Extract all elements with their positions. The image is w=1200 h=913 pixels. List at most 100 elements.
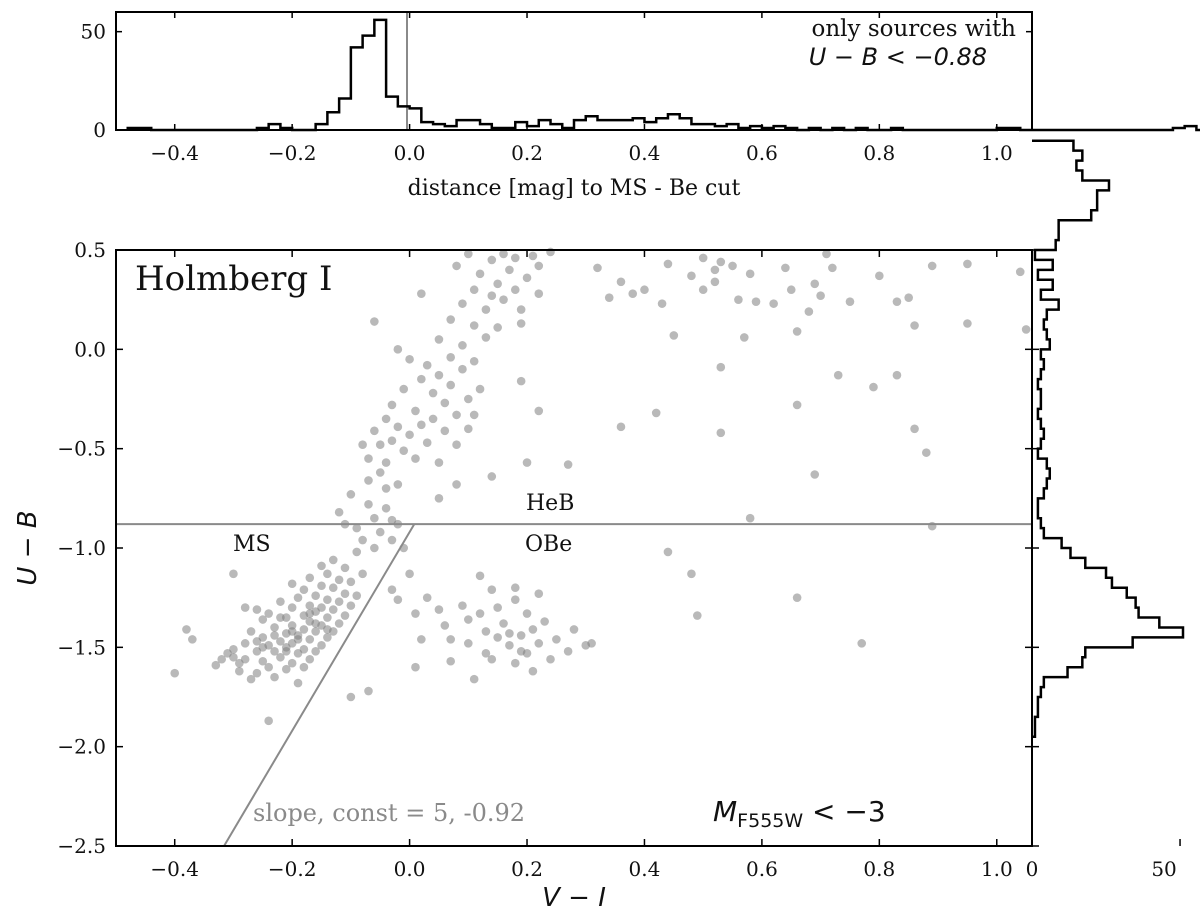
scatter-point bbox=[452, 410, 461, 420]
scatter-point bbox=[411, 406, 420, 416]
chart-title: Holmberg I bbox=[135, 259, 332, 299]
scatter-point bbox=[493, 279, 502, 289]
scatter-point bbox=[510, 583, 520, 593]
scatter-point bbox=[422, 360, 432, 370]
scatter-point bbox=[469, 410, 479, 420]
top-x-tick-label: 0.0 bbox=[394, 141, 426, 165]
scatter-point bbox=[963, 259, 972, 269]
scatter-point bbox=[792, 327, 802, 336]
scatter-point bbox=[323, 633, 332, 642]
scatter-point bbox=[927, 261, 937, 271]
scatter-point bbox=[364, 499, 373, 509]
scatter-point bbox=[475, 571, 485, 581]
top-y-tick-label: 50 bbox=[81, 20, 106, 44]
scatter-point bbox=[393, 480, 403, 489]
scatter-point bbox=[323, 569, 332, 579]
scatter-point bbox=[240, 639, 250, 648]
right-histogram-panel: 0 50 bbox=[1026, 139, 1185, 881]
scatter-point bbox=[364, 454, 373, 463]
scatter-point bbox=[370, 426, 379, 436]
top-x-tick-label: 0.8 bbox=[863, 141, 895, 165]
scatter-point bbox=[487, 585, 497, 595]
scatter-point bbox=[546, 247, 555, 257]
scatter-point bbox=[816, 291, 825, 300]
scatter-point bbox=[328, 583, 338, 593]
scatter-point bbox=[305, 601, 315, 610]
scatter-point bbox=[364, 476, 373, 485]
scatter-point bbox=[293, 593, 303, 602]
scatter-point bbox=[464, 424, 473, 434]
scatter-point bbox=[716, 257, 726, 267]
scatter-point bbox=[481, 627, 491, 636]
scatter-point bbox=[516, 631, 526, 640]
scatter-point bbox=[358, 535, 367, 545]
scatter-point bbox=[522, 648, 532, 658]
scatter-point bbox=[305, 609, 315, 618]
scatter-point bbox=[464, 394, 473, 404]
scatter-point bbox=[904, 293, 913, 302]
scatter-point bbox=[434, 335, 444, 344]
scatter-point bbox=[628, 289, 638, 299]
scatter-point bbox=[892, 370, 902, 380]
main-x-tick-label: 0.2 bbox=[511, 857, 543, 881]
scatter-point bbox=[264, 662, 273, 672]
scatter-point bbox=[481, 305, 491, 314]
scatter-point bbox=[270, 672, 279, 682]
scatter-point bbox=[346, 692, 356, 702]
scatter-point bbox=[281, 647, 291, 656]
scatter-point bbox=[311, 627, 320, 636]
scatter-point bbox=[833, 370, 843, 380]
right-x-tick-label: 0 bbox=[1026, 857, 1039, 881]
magnitude-label-main: M bbox=[713, 795, 737, 828]
scatter-point bbox=[469, 285, 479, 295]
scatter-point bbox=[487, 654, 497, 664]
scatter-point bbox=[258, 615, 268, 624]
magnitude-label: MF555W < −3 bbox=[713, 795, 886, 832]
scatter-point bbox=[240, 654, 250, 664]
scatter-point bbox=[235, 666, 244, 676]
top-annotation-line2: U − B < −0.88 bbox=[809, 43, 987, 71]
scatter-point bbox=[264, 609, 273, 618]
main-scatter-panel: −0.4 −0.2 0.0 0.2 0.4 0.6 0.8 1.0 0.5 0.0 −0.5 −1.… bbox=[13, 238, 1033, 913]
scatter-point bbox=[669, 331, 679, 340]
scatter-point bbox=[240, 603, 250, 612]
scatter-point bbox=[370, 317, 379, 326]
top-x-tick-label: −0.2 bbox=[268, 141, 317, 165]
scatter-point bbox=[475, 269, 485, 279]
scatter-point bbox=[493, 323, 502, 332]
scatter-point bbox=[299, 645, 309, 654]
scatter-point bbox=[446, 315, 455, 324]
scatter-point bbox=[828, 263, 837, 273]
scatter-point bbox=[252, 637, 262, 646]
scatter-point bbox=[317, 641, 326, 650]
scatter-point bbox=[781, 263, 790, 273]
scatter-point bbox=[217, 654, 226, 664]
scatter-point bbox=[422, 593, 432, 602]
top-x-tick-label: 0.4 bbox=[629, 141, 661, 165]
scatter-point bbox=[505, 629, 514, 638]
scatter-point bbox=[640, 285, 649, 295]
region-label-heb: HeB bbox=[526, 491, 574, 516]
scatter-point bbox=[399, 446, 409, 455]
scatter-point bbox=[417, 420, 426, 430]
scatter-point bbox=[475, 384, 485, 394]
main-x-tick-label: −0.4 bbox=[150, 857, 199, 881]
main-y-tick-label: −2.5 bbox=[57, 834, 106, 858]
right-x-tick-label: 50 bbox=[1151, 857, 1176, 881]
scatter-point bbox=[516, 376, 526, 386]
scatter-point bbox=[405, 430, 414, 440]
scatter-point bbox=[375, 468, 385, 477]
top-x-tick-label: −0.4 bbox=[150, 141, 199, 165]
scatter-point bbox=[469, 321, 479, 330]
main-x-tick-label: 1.0 bbox=[981, 857, 1013, 881]
scatter-point bbox=[252, 605, 262, 614]
scatter-point bbox=[698, 253, 708, 263]
scatter-point bbox=[857, 639, 867, 648]
scatter-point bbox=[734, 295, 743, 304]
scatter-point bbox=[229, 645, 238, 654]
magnitude-label-rest: < −3 bbox=[803, 795, 886, 828]
scatter-point bbox=[352, 523, 362, 533]
scatter-point bbox=[305, 654, 315, 664]
scatter-point bbox=[229, 569, 238, 579]
scatter-point bbox=[352, 547, 362, 557]
